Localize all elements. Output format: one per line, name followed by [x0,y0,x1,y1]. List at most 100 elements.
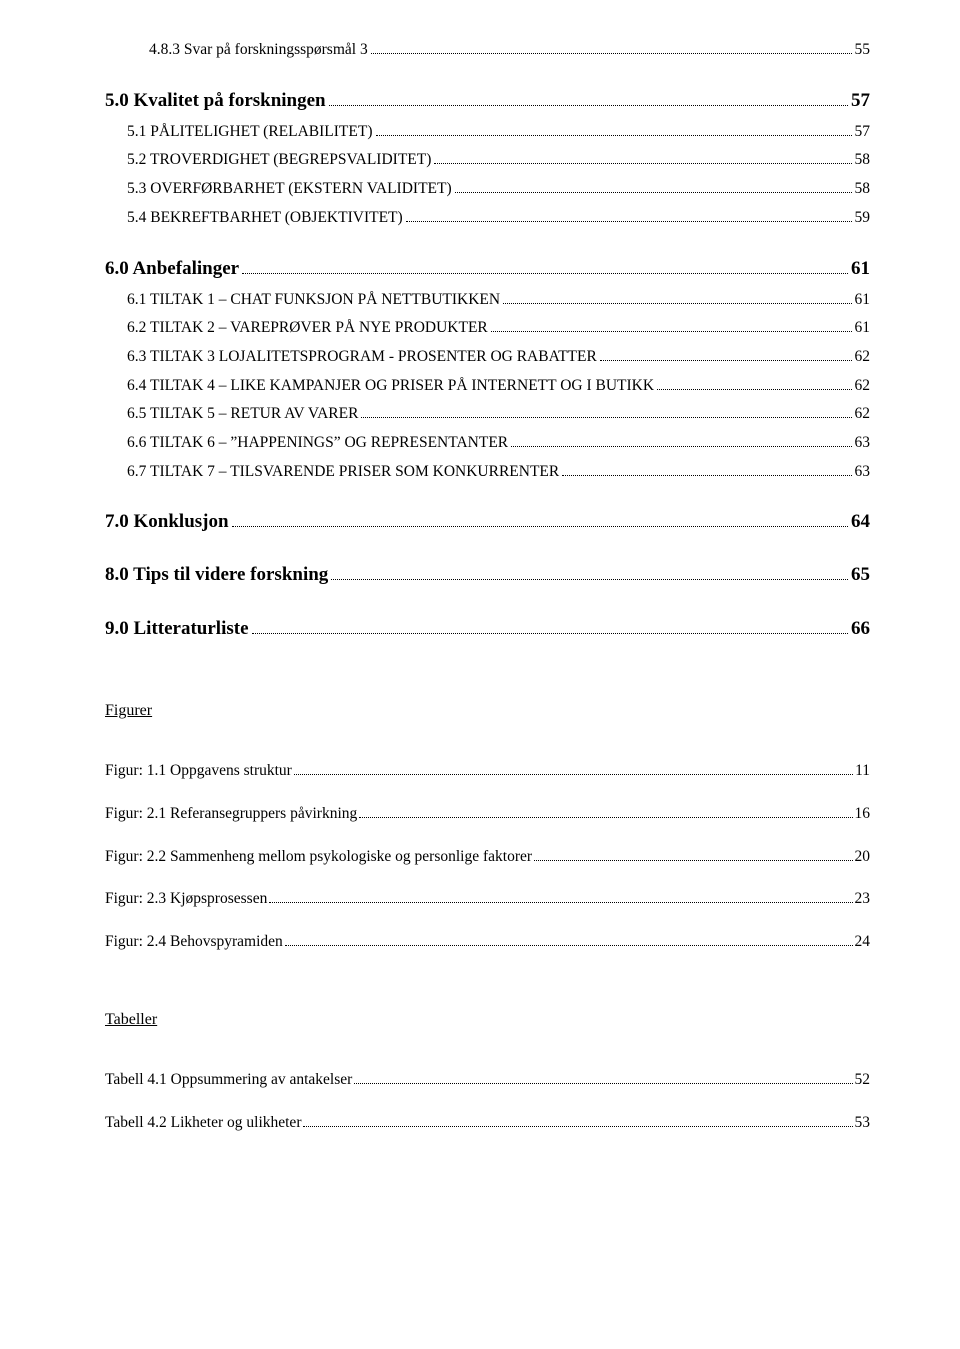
toc-label: 6.6 TILTAK 6 – ˮHAPPENINGSˮ OG REPRESENT… [127,429,508,458]
toc-leader [434,163,851,164]
table-label: Tabell 4.2 Likheter og ulikheter [105,1109,301,1138]
figure-label: Figur: 2.3 Kjøpsprosessen [105,885,267,914]
toc-entry: 5.0 Kvalitet på forskningen 57 [105,83,870,118]
toc-leader [232,526,848,527]
toc-entry: 7.0 Konklusjon 64 [105,504,870,539]
toc-entry: 9.0 Litteraturliste 66 [105,611,870,646]
toc-entry: 8.0 Tips til videre forskning 65 [105,557,870,592]
toc-page: 62 [855,372,871,401]
toc-page: 57 [851,83,870,118]
toc-leader [503,303,851,304]
toc-label: 5.4 BEKREFTBARHET (OBJEKTIVITET) [127,204,403,233]
toc-container: 4.8.3 Svar på forskningsspørsmål 3 55 5.0… [105,36,870,646]
toc-page: 59 [855,204,871,233]
toc-label: 8.0 Tips til videre forskning [105,557,328,592]
toc-leader [455,192,852,193]
toc-entry: 6.7 TILTAK 7 – TILSVARENDE PRISER SOM KO… [105,458,870,487]
figure-entry: Figur: 2.4 Behovspyramiden 24 [105,928,870,957]
table-page: 52 [855,1066,871,1095]
toc-page: 62 [855,400,871,429]
toc-page: 66 [851,611,870,646]
toc-page: 65 [851,557,870,592]
toc-label: 5.0 Kvalitet på forskningen [105,83,326,118]
table-leader [303,1126,852,1127]
figures-container: Figur: 1.1 Oppgavens struktur 11 Figur: 2.… [105,757,870,956]
toc-leader [331,579,848,580]
toc-entry: 6.2 TILTAK 2 – VAREPRØVER PÅ NYE PRODUKT… [105,314,870,343]
figure-page: 20 [855,843,871,872]
toc-leader [657,389,851,390]
toc-entry: 6.6 TILTAK 6 – ˮHAPPENINGSˮ OG REPRESENT… [105,429,870,458]
toc-entry: 6.5 TILTAK 5 – RETUR AV VARER 62 [105,400,870,429]
toc-page: 61 [855,286,871,315]
figure-label: Figur: 1.1 Oppgavens struktur [105,757,292,786]
toc-entry: 6.4 TILTAK 4 – LIKE KAMPANJER OG PRISER … [105,372,870,401]
figure-page: 23 [855,885,871,914]
toc-page: 58 [855,175,871,204]
toc-label: 4.8.3 Svar på forskningsspørsmål 3 [149,36,368,65]
figure-label: Figur: 2.2 Sammenheng mellom psykologisk… [105,843,532,872]
toc-label: 5.2 TROVERDIGHET (BEGREPSVALIDITET) [127,146,431,175]
table-entry: Tabell 4.2 Likheter og ulikheter 53 [105,1109,870,1138]
figure-entry: Figur: 1.1 Oppgavens struktur 11 [105,757,870,786]
toc-entry: 6.1 TILTAK 1 – CHAT FUNKSJON PÅ NETTBUTI… [105,286,870,315]
toc-page: 55 [855,36,871,65]
tables-container: Tabell 4.1 Oppsummering av antakelser52T… [105,1066,870,1137]
toc-leader [406,221,852,222]
toc-page: 58 [855,146,871,175]
toc-leader [511,446,851,447]
toc-entry: 5.2 TROVERDIGHET (BEGREPSVALIDITET) 58 [105,146,870,175]
figure-entry: Figur: 2.3 Kjøpsprosessen 23 [105,885,870,914]
figure-label: Figur: 2.1 Referansegruppers påvirkning [105,800,357,829]
figure-leader [534,860,852,861]
toc-entry: 6.3 TILTAK 3 LOJALITETSPROGRAM - PROSENT… [105,343,870,372]
toc-page: 57 [855,118,871,147]
figure-leader [285,945,853,946]
toc-page: 64 [851,504,870,539]
toc-label: 7.0 Konklusjon [105,504,229,539]
toc-label: 6.2 TILTAK 2 – VAREPRØVER PÅ NYE PRODUKT… [127,314,488,343]
toc-label: 9.0 Litteraturliste [105,611,249,646]
toc-label: 6.0 Anbefalinger [105,251,239,286]
figure-label: Figur: 2.4 Behovspyramiden [105,928,283,957]
toc-leader [371,53,852,54]
toc-leader [376,135,852,136]
figure-page: 24 [855,928,871,957]
toc-leader [600,360,852,361]
toc-label: 6.3 TILTAK 3 LOJALITETSPROGRAM - PROSENT… [127,343,597,372]
toc-label: 6.7 TILTAK 7 – TILSVARENDE PRISER SOM KO… [127,458,559,487]
toc-leader [252,633,848,634]
toc-label: 5.1 PÅLITELIGHET (RELABILITET) [127,118,373,147]
figure-leader [269,902,852,903]
toc-page: 61 [855,314,871,343]
toc-label: 6.4 TILTAK 4 – LIKE KAMPANJER OG PRISER … [127,372,654,401]
toc-page: 63 [855,429,871,458]
toc-label: 6.1 TILTAK 1 – CHAT FUNKSJON PÅ NETTBUTI… [127,286,500,315]
toc-page: 61 [851,251,870,286]
figure-leader [294,774,853,775]
toc-entry: 5.3 OVERFØRBARHET (EKSTERN VALIDITET) 58 [105,175,870,204]
figure-page: 16 [855,800,871,829]
toc-leader [562,475,851,476]
table-entry: Tabell 4.1 Oppsummering av antakelser 52 [105,1066,870,1095]
table-label: Tabell 4.1 Oppsummering av antakelser [105,1066,352,1095]
toc-leader [491,331,852,332]
figure-entry: Figur: 2.1 Referansegruppers påvirkning 1… [105,800,870,829]
figures-heading: Figurer [105,696,870,726]
toc-entry: 6.0 Anbefalinger 61 [105,251,870,286]
toc-leader [242,273,848,274]
toc-entry: 4.8.3 Svar på forskningsspørsmål 3 55 [105,36,870,65]
tables-heading: Tabeller [105,1005,870,1035]
toc-leader [329,105,848,106]
toc-entry: 5.4 BEKREFTBARHET (OBJEKTIVITET) 59 [105,204,870,233]
toc-label: 6.5 TILTAK 5 – RETUR AV VARER [127,400,358,429]
figure-entry: Figur: 2.2 Sammenheng mellom psykologisk… [105,843,870,872]
table-page: 53 [855,1109,871,1138]
figure-leader [359,817,852,818]
toc-label: 5.3 OVERFØRBARHET (EKSTERN VALIDITET) [127,175,452,204]
figure-page: 11 [855,757,870,786]
table-leader [354,1083,852,1084]
toc-entry: 5.1 PÅLITELIGHET (RELABILITET) 57 [105,118,870,147]
toc-page: 63 [855,458,871,487]
toc-leader [361,417,851,418]
